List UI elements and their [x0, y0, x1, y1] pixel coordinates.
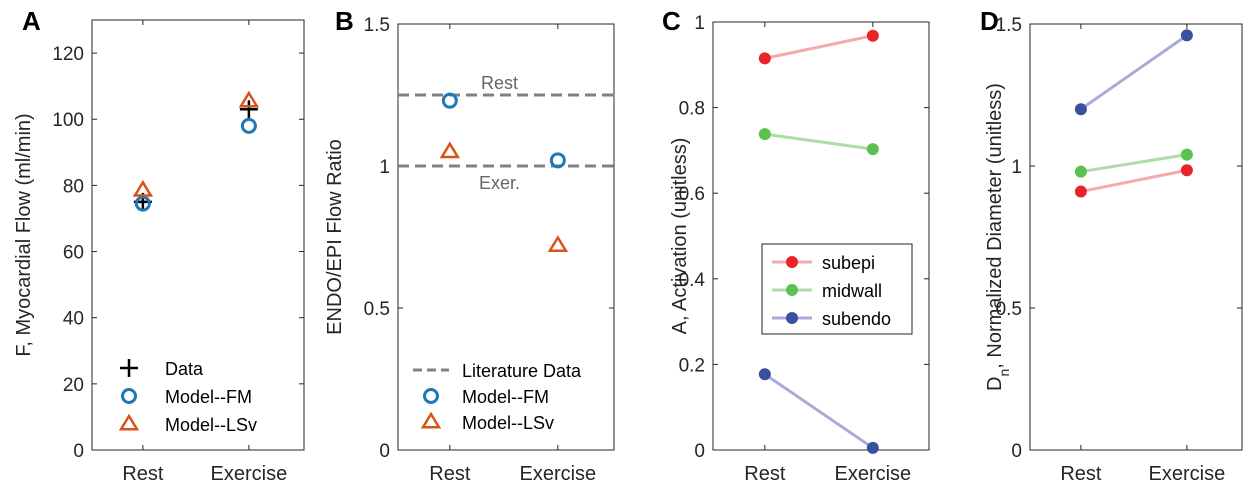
legend: Data Model--FM Model--LSv	[118, 359, 257, 435]
panel-letter: A	[22, 6, 41, 36]
data-point	[866, 29, 879, 42]
y-tick-label: 0.8	[679, 99, 705, 120]
legend-label: Model--LSv	[165, 415, 257, 435]
y-tick-label: 0.5	[364, 299, 390, 320]
data-point	[1180, 29, 1193, 42]
data-point	[758, 128, 771, 141]
y-tick-label: 120	[52, 44, 84, 65]
y-tick-label: 0	[73, 441, 84, 462]
legend-label: subepi	[822, 253, 875, 273]
y-tick-label: 80	[63, 176, 84, 197]
data-point	[132, 179, 154, 197]
series-line	[763, 373, 874, 450]
data-point	[758, 368, 771, 381]
legend-marker	[786, 284, 798, 296]
data-point	[758, 52, 771, 65]
y-tick-label: 0	[379, 441, 390, 462]
series-line	[1080, 153, 1188, 174]
y-tick-label: 1	[379, 157, 390, 178]
y-tick-label: 1.5	[364, 15, 390, 36]
x-tick-label: Rest	[744, 463, 786, 485]
data-point	[1180, 148, 1193, 161]
panel-letter: B	[335, 6, 354, 36]
data-point	[1180, 164, 1193, 177]
y-axis-label: Dn, Normalized Diameter (unitless)	[984, 83, 1012, 391]
legend: Literature Data Model--FM Model--LSv	[413, 361, 582, 433]
axes-box	[1029, 23, 1243, 451]
data-point	[866, 143, 879, 156]
y-tick-label: 60	[63, 243, 84, 264]
legend-marker	[120, 359, 138, 377]
data-point	[441, 92, 458, 109]
legend-label: Model--LSv	[462, 413, 554, 433]
legend-marker	[121, 388, 137, 404]
data-point	[240, 117, 257, 134]
panel-a: A 0 20 40 60 80 100 120 Rest Exercise F, Myocardia…	[13, 6, 305, 485]
data-point	[1074, 103, 1087, 116]
x-tick-label: Rest	[429, 463, 471, 485]
legend-marker	[786, 256, 798, 268]
reference-line-label: Exer.	[479, 173, 520, 193]
x-tick-label: Rest	[122, 463, 164, 485]
data-point	[549, 152, 566, 169]
y-tick-label: 40	[63, 309, 84, 330]
legend-marker	[786, 312, 798, 324]
axes-box	[91, 19, 305, 451]
x-tick-label: Exercise	[834, 463, 911, 485]
y-tick-label: 0.4	[679, 270, 706, 291]
x-tick-label: Exercise	[211, 463, 288, 485]
legend-marker	[423, 388, 439, 404]
x-tick-label: Exercise	[519, 463, 596, 485]
panel-b: B 0 0.5 1 1.5 Rest Exercise ENDO/EPI Flow Ratio…	[324, 6, 615, 485]
y-tick-label: 1	[694, 13, 705, 34]
panel-letter: D	[980, 6, 999, 36]
y-axis-label-rest: , Normalized Diameter (unitless)	[984, 83, 1006, 369]
y-axis-label-main: D	[984, 376, 1006, 390]
panel-letter: C	[662, 6, 681, 36]
legend-label: Model--FM	[462, 387, 549, 407]
y-tick-label: 0.5	[996, 299, 1022, 320]
series-line	[1080, 168, 1188, 194]
panel-c: C 0 0.2 0.4 0.6 0.8 1 Rest Exercise A, Activation…	[662, 6, 930, 485]
axes-box	[712, 21, 930, 451]
y-tick-label: 0	[1011, 441, 1022, 462]
y-tick-label: 100	[52, 110, 84, 131]
y-tick-label: 1	[1011, 157, 1022, 178]
data-point	[1074, 165, 1087, 178]
legend-marker	[118, 413, 140, 431]
y-tick-label: 0.6	[679, 184, 705, 205]
data-point	[239, 100, 258, 119]
y-tick-label: 0.2	[679, 355, 705, 376]
legend-label: Literature Data	[462, 361, 582, 381]
x-tick-label: Rest	[1060, 463, 1102, 485]
legend-label: Model--FM	[165, 387, 252, 407]
x-tick-label: Exercise	[1149, 463, 1226, 485]
series-line	[1080, 34, 1188, 111]
legend-marker	[420, 411, 442, 429]
y-axis-label: ENDO/EPI Flow Ratio	[324, 139, 346, 335]
panel-d: D 0 0.5 1 1.5 Rest Exercise Dn, Normalized Diam…	[980, 6, 1243, 485]
data-point	[134, 195, 151, 212]
y-axis-label: F, Myocardial Flow (ml/min)	[13, 113, 35, 356]
data-point	[238, 90, 260, 108]
data-point	[866, 441, 879, 454]
y-tick-label: 20	[63, 375, 84, 396]
y-tick-label: 1.5	[996, 15, 1022, 36]
legend-label: subendo	[822, 309, 891, 329]
data-point	[547, 235, 569, 252]
y-tick-label: 0	[694, 441, 705, 462]
reference-line-label: Rest	[481, 73, 518, 93]
legend: subepi midwall subendo	[761, 243, 913, 335]
data-point	[1074, 185, 1087, 198]
legend-label: Data	[165, 359, 204, 379]
series-line	[764, 132, 874, 151]
y-axis-label-sub: n	[996, 369, 1012, 377]
data-point	[439, 141, 461, 159]
series-line	[764, 34, 874, 60]
legend-label: midwall	[822, 281, 882, 301]
y-axis-label: A, Activation (unitless)	[669, 138, 691, 335]
axes-box	[397, 23, 615, 451]
